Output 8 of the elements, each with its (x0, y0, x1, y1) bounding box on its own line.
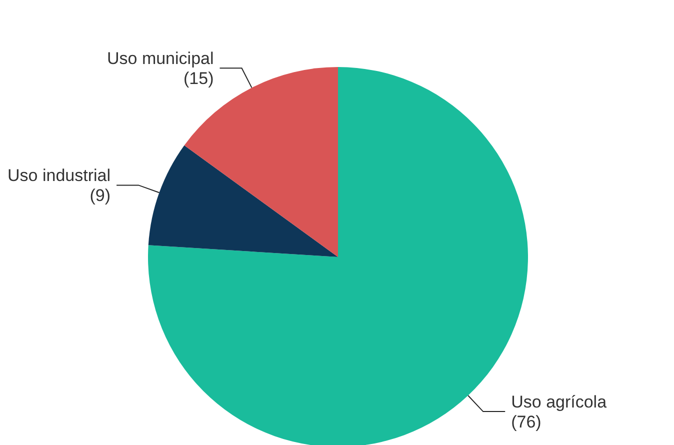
pie-slice (148, 145, 338, 257)
slice-label: Uso agrícola (511, 392, 608, 412)
data-label: (15) (184, 69, 214, 88)
pie-slice (184, 67, 338, 257)
slice-label: Uso municipal (106, 49, 214, 68)
slice-label: Uso industrial (8, 166, 111, 186)
data-label: (9) (90, 186, 111, 206)
data-label: (76) (511, 412, 542, 432)
